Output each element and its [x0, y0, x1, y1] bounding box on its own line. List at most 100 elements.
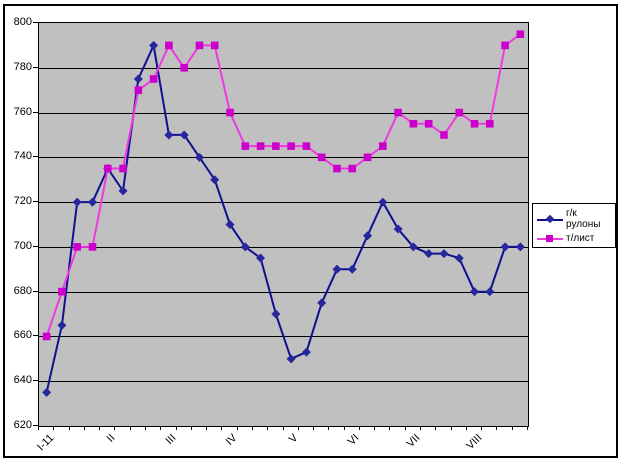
series-marker: [119, 164, 127, 173]
gridline: [39, 247, 528, 248]
legend-label: т/лист: [566, 233, 595, 244]
series-marker: [271, 309, 281, 319]
series-marker: [165, 41, 173, 50]
y-axis-label: 700: [13, 240, 32, 252]
series-marker: [72, 197, 82, 207]
series-marker: [408, 242, 418, 252]
series-marker: [73, 243, 82, 251]
series-marker: [470, 119, 479, 128]
series-marker: [149, 40, 159, 50]
series-marker: [454, 253, 464, 263]
series-marker: [302, 142, 311, 150]
x-axis-tick: [53, 426, 54, 430]
series-marker: [332, 264, 342, 274]
series-marker: [455, 108, 464, 117]
series-marker: [118, 186, 128, 196]
y-axis-tick: [33, 380, 38, 381]
series-marker: [378, 197, 388, 207]
series-marker: [256, 142, 265, 150]
legend-item[interactable]: г/к рулоны: [537, 208, 611, 230]
y-axis-label: 660: [13, 329, 32, 341]
series-marker: [470, 287, 480, 297]
x-axis-tick: [405, 426, 406, 430]
series-marker: [286, 354, 296, 364]
series-marker: [88, 243, 97, 251]
series-marker: [363, 153, 372, 162]
y-axis-label: 620: [13, 419, 32, 431]
series-marker: [164, 130, 174, 140]
x-axis-tick: [496, 426, 497, 430]
series-marker: [210, 175, 220, 185]
series-marker: [301, 347, 311, 357]
y-axis-label: 780: [13, 61, 32, 73]
y-axis-tick: [33, 425, 38, 426]
series-marker: [394, 108, 402, 117]
x-axis-tick: [84, 426, 85, 430]
square-marker-icon: [546, 235, 553, 242]
x-axis-tick: [481, 426, 482, 430]
y-axis-tick: [33, 112, 38, 113]
x-axis-tick: [176, 426, 177, 430]
x-axis-tick: [191, 426, 192, 430]
series-marker: [317, 298, 327, 308]
series-marker: [348, 164, 357, 173]
series-marker: [424, 119, 433, 128]
series-marker: [87, 197, 97, 207]
series-marker: [194, 152, 204, 162]
x-axis-tick: [69, 426, 70, 430]
y-axis-label: 640: [13, 374, 32, 386]
series-marker: [485, 287, 495, 297]
series-marker: [439, 249, 449, 259]
gridline: [39, 381, 528, 382]
series-marker: [133, 74, 143, 84]
diamond-marker-icon: [545, 214, 555, 223]
gridline: [39, 113, 528, 114]
y-axis-label: 680: [13, 285, 32, 297]
x-axis-tick: [451, 426, 452, 430]
x-axis-tick: [283, 426, 284, 430]
series-marker: [379, 142, 387, 150]
x-axis-tick: [344, 426, 345, 430]
gridline: [39, 202, 528, 203]
series-marker: [195, 41, 204, 50]
series-marker: [57, 320, 67, 330]
series-marker: [103, 164, 112, 173]
x-axis-tick: [145, 426, 146, 430]
y-axis-tick: [33, 335, 38, 336]
series-marker: [210, 41, 219, 50]
series-marker: [226, 108, 234, 117]
series-marker: [240, 242, 250, 252]
series-marker: [516, 30, 525, 38]
plot-area: [38, 22, 529, 427]
y-axis-label: 740: [13, 150, 32, 162]
y-axis-label: 720: [13, 195, 32, 207]
legend-item[interactable]: т/лист: [537, 233, 611, 244]
x-axis-tick: [298, 426, 299, 430]
y-axis-label: 760: [13, 106, 32, 118]
x-axis-tick: [374, 426, 375, 430]
series-marker: [409, 119, 418, 128]
x-axis-tick: [99, 426, 100, 430]
series-marker: [42, 332, 51, 341]
series-marker: [317, 153, 326, 162]
series-marker: [134, 86, 143, 94]
series-marker: [287, 142, 295, 150]
x-axis-tick: [359, 426, 360, 430]
x-axis-tick: [252, 426, 253, 430]
series-marker: [179, 130, 189, 140]
series-marker: [500, 242, 510, 252]
y-axis-tick: [33, 156, 38, 157]
x-axis-tick: [237, 426, 238, 430]
series-marker: [501, 41, 509, 50]
x-axis-tick: [313, 426, 314, 430]
y-axis-tick: [33, 201, 38, 202]
series-marker: [515, 242, 525, 252]
x-axis-tick: [114, 426, 115, 430]
series-marker: [58, 287, 66, 296]
series-marker: [347, 264, 357, 274]
x-axis-tick: [420, 426, 421, 430]
legend[interactable]: г/к рулоны т/лист: [532, 203, 616, 248]
x-axis-tick: [38, 426, 39, 430]
x-axis-tick: [130, 426, 131, 430]
series-line: [45, 33, 521, 337]
